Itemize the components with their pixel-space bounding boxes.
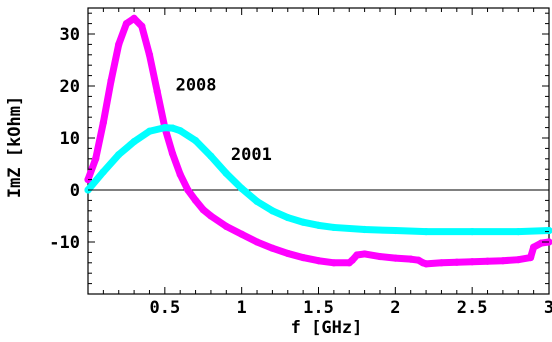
- data-point: [314, 221, 323, 229]
- data-point: [422, 260, 430, 268]
- data-point: [184, 186, 192, 194]
- series-label-2001: 2001: [231, 145, 272, 165]
- plot-border: [87, 7, 550, 295]
- x-tick-label: 2: [390, 298, 400, 318]
- series-2008: [84, 14, 552, 268]
- data-point: [207, 152, 215, 160]
- data-point: [422, 228, 430, 236]
- data-point: [268, 244, 276, 252]
- x-tick-label: 3: [544, 298, 552, 318]
- data-point: [168, 150, 177, 158]
- data-point: [330, 259, 338, 267]
- data-point: [115, 151, 123, 159]
- label-layer: f [GHz] ImZ [kOhm] 2008 2001: [5, 76, 362, 338]
- y-tick-label: 30: [60, 25, 80, 45]
- data-point: [361, 250, 369, 258]
- data-point: [391, 254, 399, 262]
- data-point: [207, 212, 215, 220]
- data-point: [130, 14, 138, 22]
- data-point: [268, 207, 276, 215]
- data-point: [253, 238, 261, 246]
- data-point: [483, 257, 492, 265]
- data-point: [115, 40, 123, 49]
- data-point: [376, 252, 384, 261]
- data-point: [299, 218, 307, 226]
- data-point: [99, 118, 107, 126]
- data-point: [176, 170, 184, 178]
- x-axis-title: f [GHz]: [291, 318, 363, 338]
- data-point: [130, 138, 138, 146]
- data-point: [437, 259, 446, 267]
- y-tick-label: 20: [60, 77, 80, 97]
- data-point: [176, 127, 184, 135]
- data-point: [526, 254, 535, 262]
- data-point: [353, 251, 361, 259]
- data-point: [222, 169, 230, 177]
- data-point: [514, 228, 522, 236]
- y-axis-title: ImZ [kOhm]: [5, 96, 25, 198]
- series-line-2001: [84, 124, 552, 236]
- tick-layer: 0.5 1 1.5 2 2.5 3 -10 0 10 20 30: [49, 8, 552, 318]
- data-point: [153, 87, 161, 95]
- data-point: [122, 20, 131, 28]
- data-point: [145, 127, 154, 135]
- data-point: [361, 225, 369, 234]
- data-point: [145, 51, 154, 59]
- data-point: [314, 257, 323, 265]
- data-point: [468, 228, 476, 236]
- series-layer: [84, 14, 552, 268]
- data-point: [161, 124, 169, 132]
- data-point: [530, 243, 538, 251]
- data-point: [299, 254, 307, 262]
- x-tick-label: 0.5: [149, 298, 180, 318]
- y-tick-label: 10: [60, 129, 80, 149]
- data-point: [453, 258, 461, 266]
- plot-frame: [87, 7, 550, 295]
- data-point: [199, 206, 207, 214]
- data-point: [514, 256, 522, 264]
- data-point: [138, 22, 146, 30]
- data-point: [537, 239, 545, 247]
- y-tick-label: 0: [70, 181, 80, 201]
- data-point: [191, 196, 200, 204]
- series-2001: [84, 124, 552, 236]
- data-point: [545, 226, 552, 235]
- data-point: [284, 213, 292, 222]
- data-point: [407, 255, 415, 263]
- data-point: [222, 222, 230, 230]
- data-point: [499, 257, 507, 265]
- data-point: [168, 124, 177, 132]
- data-point: [191, 137, 200, 145]
- data-point: [238, 230, 246, 238]
- data-point: [99, 168, 107, 176]
- x-tick-label: 2.5: [457, 298, 488, 318]
- data-point: [107, 77, 115, 85]
- data-point: [92, 155, 100, 163]
- data-point: [330, 223, 338, 232]
- data-point: [238, 184, 246, 193]
- x-tick-label: 1.5: [303, 298, 334, 318]
- data-point: [348, 256, 356, 264]
- data-point: [468, 258, 476, 266]
- y-tick-label: -10: [49, 233, 80, 253]
- data-point: [391, 226, 399, 235]
- data-point: [284, 249, 292, 258]
- x-tick-label: 1: [237, 298, 247, 318]
- series-label-2008: 2008: [176, 76, 217, 96]
- data-point: [253, 197, 261, 206]
